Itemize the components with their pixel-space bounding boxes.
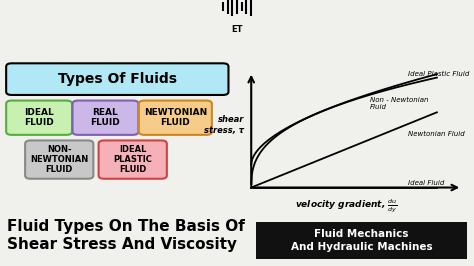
Text: Ideal Plastic Fluid: Ideal Plastic Fluid [408, 72, 469, 77]
Text: REAL
FLUID: REAL FLUID [91, 108, 120, 127]
FancyBboxPatch shape [139, 101, 212, 135]
Text: Types Of Fluids: Types Of Fluids [58, 72, 177, 86]
Text: Fluid Types On The Basis Of
Shear Stress And Viscosity: Fluid Types On The Basis Of Shear Stress… [7, 219, 245, 252]
Text: Newtonian Fluid: Newtonian Fluid [408, 131, 465, 137]
Text: Fluid Mechanics
And Hydraulic Machines: Fluid Mechanics And Hydraulic Machines [291, 229, 432, 252]
Text: IDEAL
FLUID: IDEAL FLUID [24, 108, 54, 127]
Text: ET: ET [231, 25, 243, 34]
FancyBboxPatch shape [99, 140, 167, 179]
FancyBboxPatch shape [25, 140, 93, 179]
Text: Ideal Fluid: Ideal Fluid [408, 180, 444, 186]
Text: shear
stress, τ: shear stress, τ [204, 115, 244, 135]
Text: Non - Newtonian
Fluid: Non - Newtonian Fluid [370, 97, 428, 110]
FancyBboxPatch shape [6, 63, 228, 95]
Text: NEWTONIAN
FLUID: NEWTONIAN FLUID [144, 108, 207, 127]
Text: NON-
NEWTONIAN
FLUID: NON- NEWTONIAN FLUID [30, 145, 88, 174]
Text: velocity gradient, $\frac{du}{dy}$: velocity gradient, $\frac{du}{dy}$ [295, 198, 397, 215]
FancyBboxPatch shape [73, 101, 138, 135]
FancyBboxPatch shape [256, 222, 467, 259]
FancyBboxPatch shape [6, 101, 72, 135]
Text: IDEAL
PLASTIC
FLUID: IDEAL PLASTIC FLUID [113, 145, 152, 174]
